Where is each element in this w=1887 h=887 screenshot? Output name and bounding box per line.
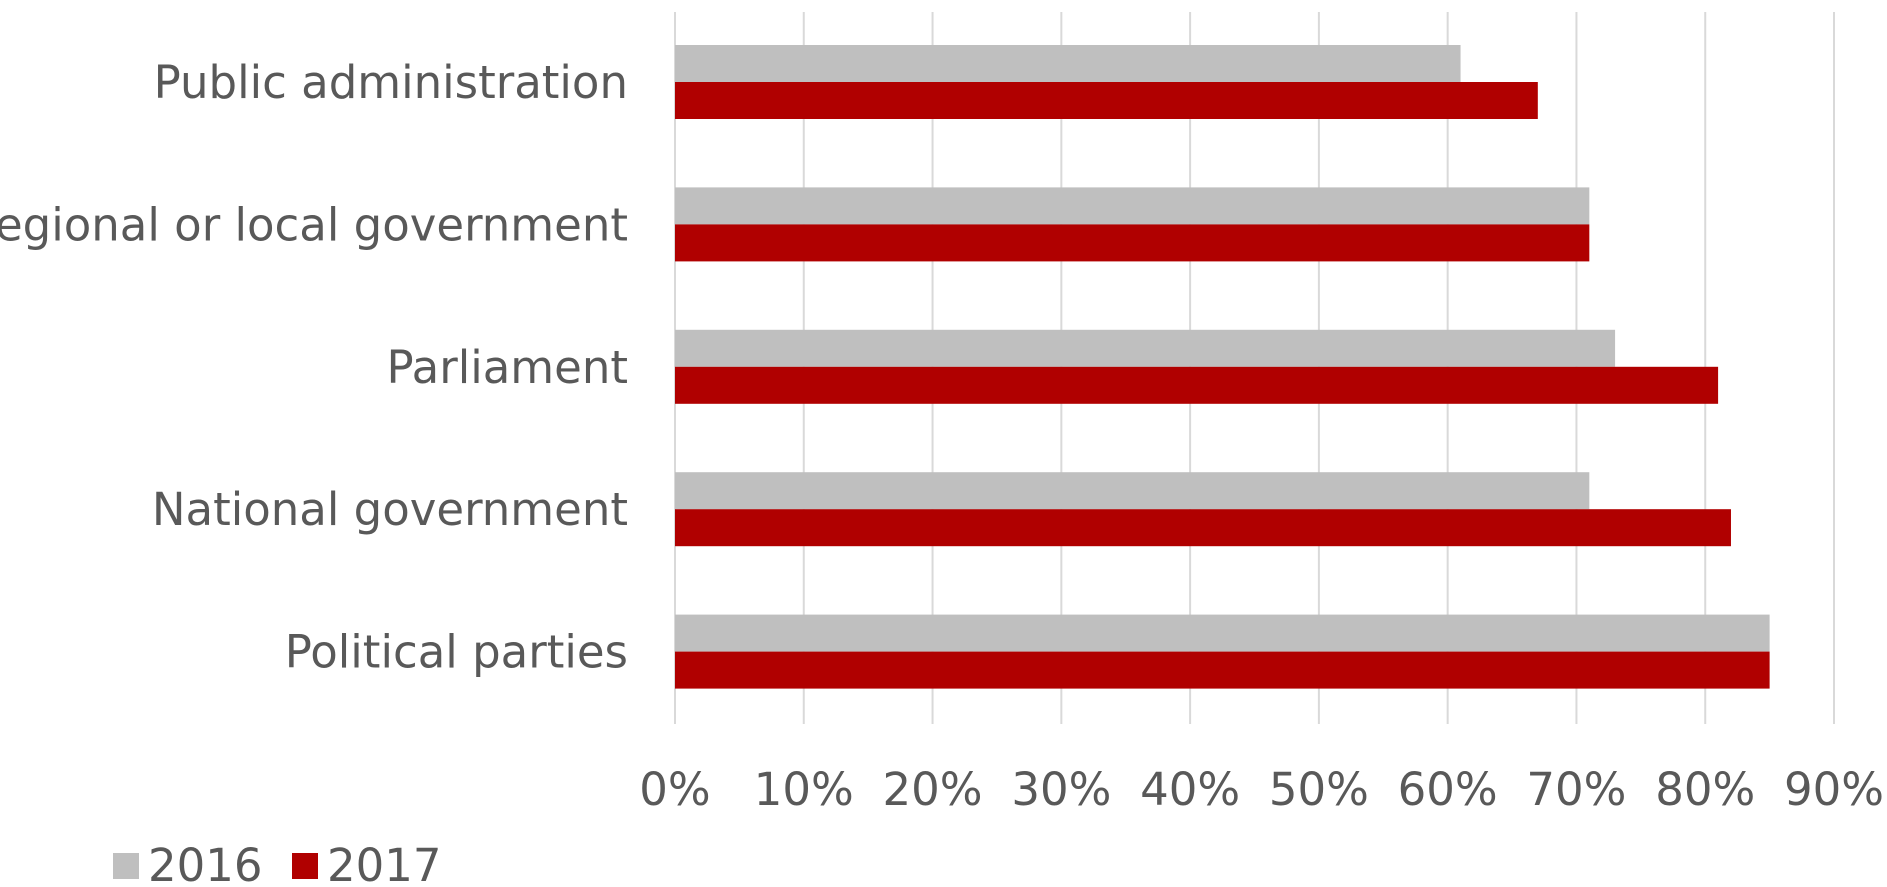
x-tick-label: 90% [1784,763,1884,816]
category-label: Political parties [285,626,628,679]
x-tick-label: 80% [1655,763,1755,816]
x-tick-label: 70% [1526,763,1626,816]
x-tick-label: 30% [1011,763,1111,816]
x-axis-tick-labels: 0% 10% 20% 30% 40% 50% 60% 70% 80% 90% [639,763,1884,816]
x-tick-label: 10% [754,763,854,816]
bar-2017-parliament [675,366,1719,404]
x-tick-label: 40% [1140,763,1240,816]
legend-swatch-2016 [113,853,139,879]
legend-swatch-2017 [292,853,318,879]
legend-label-2016: 2016 [148,839,263,887]
bar-2017-national-government [675,509,1731,547]
bars [675,45,1770,689]
bar-2016-political-parties [675,614,1770,652]
category-label: National government [152,483,628,536]
bar-2017-political-parties [675,651,1770,689]
bar-2016-public-administration [675,45,1461,82]
bar-2016-regional-or-local-government [675,187,1590,225]
bar-2016-parliament [675,329,1616,367]
bar-2016-national-government [675,472,1590,510]
x-tick-label: 20% [883,763,983,816]
legend-label-2017: 2017 [327,839,442,887]
category-label: Public administration [154,56,628,109]
category-label: Parliament [387,341,628,394]
bar-2017-regional-or-local-government [675,224,1590,262]
x-tick-label: 50% [1269,763,1369,816]
legend: 2016 2017 [113,839,442,887]
bar-2017-public-administration [675,82,1538,119]
x-tick-label: 0% [639,763,710,816]
x-tick-label: 60% [1398,763,1498,816]
category-label: Regional or local government [0,198,628,251]
category-labels: Public administration Regional or local g… [0,56,628,679]
